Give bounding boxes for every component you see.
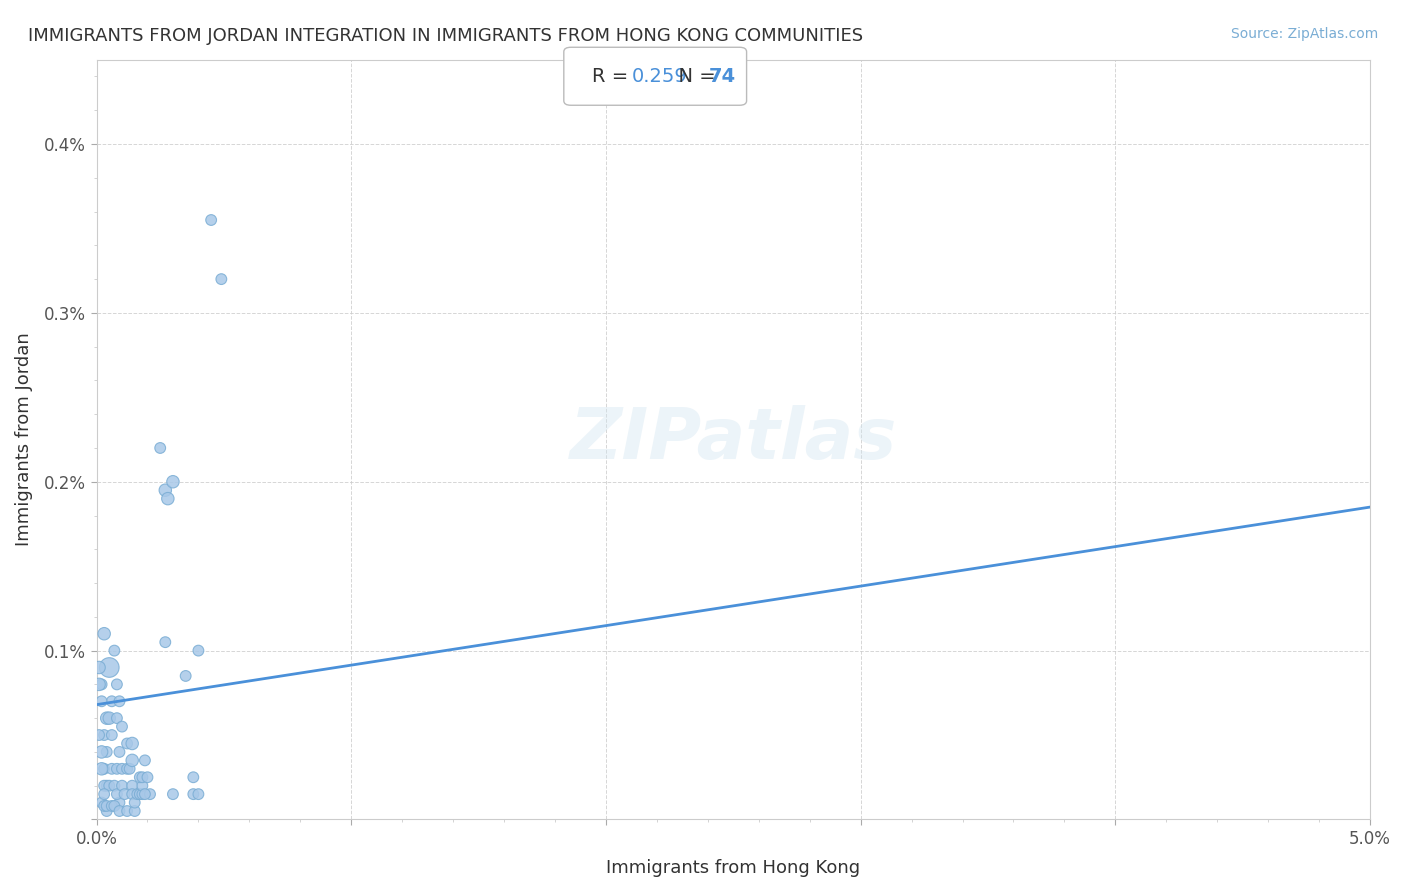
Point bbox=[87, 677, 110, 691]
Point bbox=[87, 660, 110, 674]
Point bbox=[181, 787, 204, 801]
Point bbox=[103, 799, 125, 814]
Point bbox=[103, 779, 125, 793]
Point bbox=[155, 483, 177, 498]
Point bbox=[115, 762, 138, 776]
Point bbox=[105, 677, 128, 691]
Point bbox=[98, 660, 121, 674]
Point bbox=[149, 441, 172, 455]
Point bbox=[101, 799, 124, 814]
Point bbox=[115, 737, 138, 751]
Point bbox=[108, 694, 131, 708]
Point bbox=[90, 694, 112, 708]
Point bbox=[98, 779, 121, 793]
Point bbox=[111, 779, 134, 793]
Point bbox=[156, 491, 179, 506]
Point bbox=[124, 796, 146, 810]
Text: Source: ZipAtlas.com: Source: ZipAtlas.com bbox=[1230, 27, 1378, 41]
Point bbox=[209, 272, 232, 286]
Point bbox=[155, 635, 177, 649]
Point bbox=[134, 753, 156, 767]
Point bbox=[162, 787, 184, 801]
Point bbox=[90, 796, 112, 810]
Point bbox=[131, 770, 153, 784]
Point bbox=[90, 762, 112, 776]
Point bbox=[115, 804, 138, 818]
Point bbox=[134, 787, 156, 801]
Point bbox=[101, 694, 124, 708]
Point bbox=[90, 745, 112, 759]
Point bbox=[105, 711, 128, 725]
Point bbox=[108, 796, 131, 810]
Point bbox=[111, 762, 134, 776]
Point bbox=[121, 787, 143, 801]
Point bbox=[200, 213, 222, 227]
Point bbox=[96, 799, 118, 814]
Point bbox=[96, 779, 118, 793]
Text: N =: N = bbox=[666, 67, 723, 86]
Point bbox=[139, 787, 162, 801]
Point bbox=[105, 762, 128, 776]
Point bbox=[127, 787, 149, 801]
Point bbox=[121, 753, 143, 767]
Point bbox=[101, 728, 124, 742]
Point bbox=[128, 770, 150, 784]
Point bbox=[136, 770, 159, 784]
Point bbox=[93, 728, 115, 742]
Text: 74: 74 bbox=[709, 67, 735, 86]
X-axis label: Immigrants from Hong Kong: Immigrants from Hong Kong bbox=[606, 859, 860, 877]
Point bbox=[121, 779, 143, 793]
Point bbox=[103, 643, 125, 657]
Point bbox=[96, 711, 118, 725]
Point bbox=[114, 787, 136, 801]
Point bbox=[111, 720, 134, 734]
Y-axis label: Immigrants from Jordan: Immigrants from Jordan bbox=[15, 333, 32, 547]
Point bbox=[108, 804, 131, 818]
Point bbox=[124, 804, 146, 818]
Point bbox=[93, 762, 115, 776]
Point bbox=[187, 787, 209, 801]
Point bbox=[93, 799, 115, 814]
Point bbox=[128, 787, 150, 801]
Point bbox=[105, 787, 128, 801]
Point bbox=[93, 626, 115, 640]
Point bbox=[96, 745, 118, 759]
Point bbox=[131, 779, 153, 793]
Text: 0.259: 0.259 bbox=[631, 67, 688, 86]
Point bbox=[187, 643, 209, 657]
Point bbox=[101, 762, 124, 776]
Point bbox=[162, 475, 184, 489]
Point bbox=[131, 787, 153, 801]
Point bbox=[98, 711, 121, 725]
Point bbox=[90, 677, 112, 691]
Point bbox=[181, 770, 204, 784]
Point bbox=[93, 787, 115, 801]
Point bbox=[174, 669, 197, 683]
Point bbox=[96, 804, 118, 818]
Point bbox=[93, 779, 115, 793]
Point bbox=[121, 737, 143, 751]
Point bbox=[87, 728, 110, 742]
Text: ZIPatlas: ZIPatlas bbox=[569, 405, 897, 474]
Point bbox=[108, 745, 131, 759]
Text: IMMIGRANTS FROM JORDAN INTEGRATION IN IMMIGRANTS FROM HONG KONG COMMUNITIES: IMMIGRANTS FROM JORDAN INTEGRATION IN IM… bbox=[28, 27, 863, 45]
Point bbox=[118, 762, 141, 776]
Text: R =: R = bbox=[592, 67, 634, 86]
